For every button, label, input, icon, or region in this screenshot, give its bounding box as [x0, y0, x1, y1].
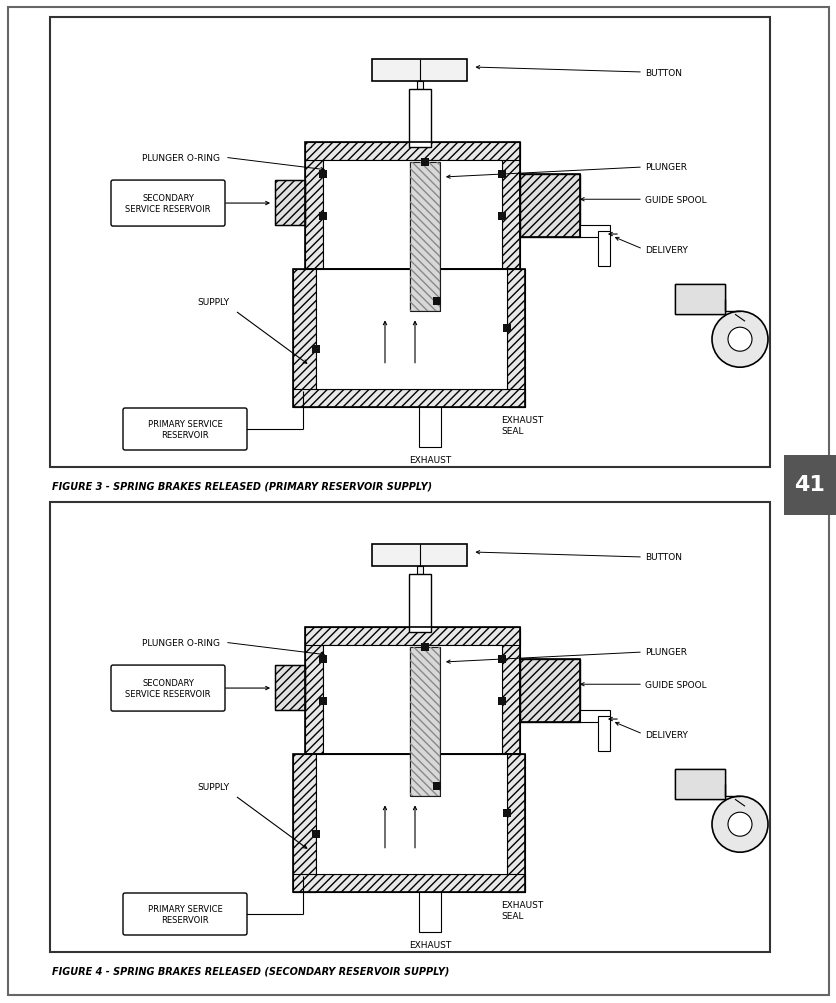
Circle shape — [727, 328, 751, 352]
Bar — [421, 643, 429, 651]
Text: DELIVERY: DELIVERY — [645, 730, 687, 739]
Bar — [409, 90, 431, 147]
Bar — [416, 82, 422, 90]
Bar — [50, 18, 769, 467]
Bar — [416, 567, 422, 575]
Bar — [293, 754, 524, 892]
Text: GUIDE SPOOL: GUIDE SPOOL — [645, 680, 706, 689]
Text: EXHAUST: EXHAUST — [409, 455, 451, 464]
Bar — [304, 142, 519, 270]
Bar — [293, 389, 524, 407]
Bar — [497, 697, 506, 705]
Bar — [519, 175, 579, 238]
Bar — [409, 575, 431, 632]
Bar — [293, 875, 524, 892]
Circle shape — [727, 812, 751, 837]
Bar — [519, 175, 579, 238]
Bar — [323, 645, 502, 754]
Bar — [502, 809, 511, 817]
Text: SUPPLY: SUPPLY — [197, 297, 230, 306]
Bar — [579, 226, 609, 238]
Bar — [316, 270, 507, 389]
Bar — [597, 232, 609, 267]
Bar — [312, 346, 319, 354]
Bar — [275, 666, 304, 710]
Bar — [597, 716, 609, 751]
Bar — [674, 769, 724, 799]
Bar — [293, 754, 316, 892]
Bar — [507, 270, 524, 407]
Bar — [419, 407, 441, 447]
Bar — [304, 142, 323, 270]
Bar — [410, 647, 440, 795]
Bar — [519, 659, 579, 723]
Text: DELIVERY: DELIVERY — [645, 246, 687, 255]
Bar — [674, 285, 724, 315]
Bar — [502, 627, 519, 754]
Text: EXHAUST
SEAL: EXHAUST SEAL — [501, 901, 543, 920]
FancyBboxPatch shape — [111, 181, 225, 227]
Circle shape — [711, 312, 767, 368]
Bar — [304, 627, 519, 754]
Bar — [304, 627, 519, 645]
Bar — [275, 181, 304, 226]
Bar — [319, 697, 327, 705]
Bar — [312, 830, 319, 839]
Text: PLUNGER O-RING: PLUNGER O-RING — [142, 153, 220, 162]
Text: SUPPLY: SUPPLY — [197, 781, 230, 790]
Bar — [432, 298, 441, 306]
Bar — [372, 545, 467, 567]
Bar — [372, 60, 467, 82]
Bar — [410, 647, 440, 795]
Bar — [783, 455, 835, 515]
Bar — [432, 782, 441, 790]
Text: PLUNGER O-RING: PLUNGER O-RING — [142, 638, 220, 647]
Text: EXHAUST: EXHAUST — [409, 940, 451, 949]
Text: PLUNGER: PLUNGER — [645, 648, 686, 657]
Bar — [304, 142, 519, 160]
Text: BUTTON: BUTTON — [645, 68, 681, 77]
Bar — [410, 162, 440, 311]
Text: FIGURE 4 - SPRING BRAKES RELEASED (SECONDARY RESERVOIR SUPPLY): FIGURE 4 - SPRING BRAKES RELEASED (SECON… — [52, 966, 449, 976]
FancyBboxPatch shape — [123, 893, 247, 935]
Bar — [502, 325, 511, 333]
Bar — [497, 213, 506, 221]
FancyBboxPatch shape — [123, 408, 247, 450]
Bar — [674, 285, 724, 315]
Text: GUIDE SPOOL: GUIDE SPOOL — [645, 196, 706, 205]
Bar — [293, 270, 524, 407]
Bar — [497, 655, 506, 663]
Bar — [419, 892, 441, 932]
Bar — [319, 655, 327, 663]
Bar — [502, 142, 519, 270]
Text: FIGURE 3 - SPRING BRAKES RELEASED (PRIMARY RESERVOIR SUPPLY): FIGURE 3 - SPRING BRAKES RELEASED (PRIMA… — [52, 481, 431, 491]
Text: PRIMARY SERVICE
RESERVOIR: PRIMARY SERVICE RESERVOIR — [147, 905, 222, 924]
Bar — [421, 158, 429, 166]
Bar — [579, 710, 609, 722]
Text: PLUNGER: PLUNGER — [645, 163, 686, 173]
Bar — [275, 666, 304, 710]
Bar — [323, 160, 502, 270]
Text: SECONDARY
SERVICE RESERVOIR: SECONDARY SERVICE RESERVOIR — [125, 679, 211, 698]
FancyBboxPatch shape — [111, 665, 225, 711]
Circle shape — [711, 796, 767, 853]
Bar — [507, 754, 524, 892]
Bar — [319, 213, 327, 221]
Text: PRIMARY SERVICE
RESERVOIR: PRIMARY SERVICE RESERVOIR — [147, 420, 222, 439]
Text: SECONDARY
SERVICE RESERVOIR: SECONDARY SERVICE RESERVOIR — [125, 195, 211, 214]
Bar — [316, 754, 507, 875]
Bar — [319, 171, 327, 179]
Bar — [50, 503, 769, 952]
Text: BUTTON: BUTTON — [645, 553, 681, 562]
Bar — [293, 270, 316, 407]
Bar — [304, 627, 323, 754]
Bar — [519, 659, 579, 723]
Bar — [275, 181, 304, 226]
Text: EXHAUST
SEAL: EXHAUST SEAL — [501, 416, 543, 435]
Bar — [497, 171, 506, 179]
Bar — [410, 162, 440, 311]
Text: 41: 41 — [793, 475, 824, 495]
Bar — [674, 769, 724, 799]
